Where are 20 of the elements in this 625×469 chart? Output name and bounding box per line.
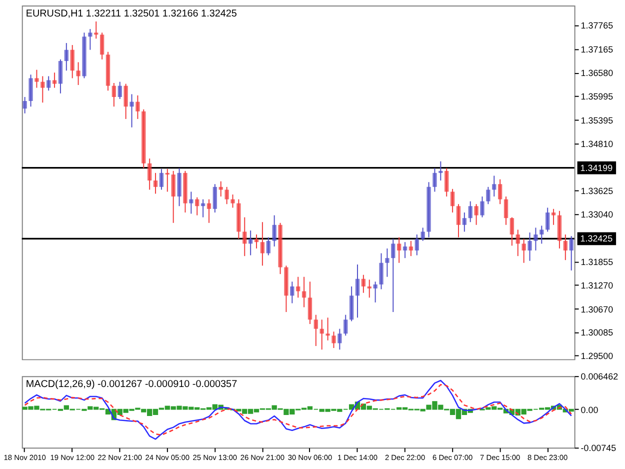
y-tick-label: 1.36580 <box>580 68 614 78</box>
y-tick-label: 0.006462 <box>580 372 618 382</box>
y-tick-label: 1.37765 <box>580 20 614 31</box>
y-tick-label: 1.30670 <box>580 304 614 314</box>
y-tick-label: 1.33625 <box>580 186 614 196</box>
chart-title: EURUSD,H1 1.32211 1.32501 1.32166 1.32425 <box>26 8 238 20</box>
y-tick-label: 1.35995 <box>580 91 614 102</box>
chart-title: MACD(12,26,9) -0.001267 -0.000910 -0.000357 <box>26 379 238 390</box>
y-tick-label: 1.31855 <box>580 256 614 267</box>
y-tick-label: 1.30085 <box>580 328 614 338</box>
y-tick-label: 1.34810 <box>580 138 614 149</box>
y-tick-label: 1.29500 <box>580 351 614 362</box>
y-tick-label: 1.33040 <box>580 210 614 220</box>
y-tick-label: -0.00745 <box>580 443 616 454</box>
y-tick-label: 1.37165 <box>580 44 614 55</box>
ref-line-label: 1.32425 <box>580 234 613 244</box>
y-tick-label: 1.35395 <box>580 115 614 126</box>
ref-line-label: 1.34199 <box>580 162 613 173</box>
y-tick-label: 0.00 <box>580 404 598 415</box>
y-tick-label: 1.31270 <box>580 280 614 290</box>
